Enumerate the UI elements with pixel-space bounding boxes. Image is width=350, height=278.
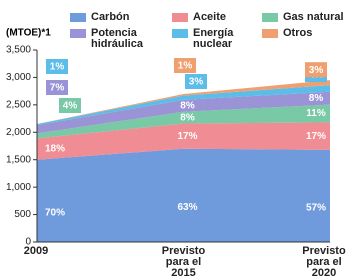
legend-label: Otros [283,27,313,39]
legend-item: Carbón [70,12,158,23]
legend-label: Carbón [91,11,130,23]
area [37,91,330,134]
y-tick-label: 1,000 [6,182,31,193]
data-label: 3% [189,77,204,88]
y-tick-label: 2,500 [6,99,31,110]
y-tick-label: 1,500 [6,154,31,165]
legend-item: Otros [262,28,350,39]
area [37,148,330,242]
legend-label: Gas natural [283,11,344,23]
legend-swatch [262,29,278,38]
data-label: 57% [306,203,326,214]
label-box [59,98,81,113]
legend-item: Aceite [172,12,260,23]
legend-item: Potencia hidráulica [70,28,150,50]
data-label: 4% [63,101,78,112]
label-box [185,74,207,89]
area [37,80,330,125]
data-label: 63% [177,202,197,213]
area [37,122,330,160]
y-tick-label: 3,500 [6,45,31,56]
y-tick-label: 2,000 [6,127,31,138]
legend-swatch [262,13,278,22]
label-box [46,59,68,74]
data-label: 17% [306,131,326,142]
legend-swatch [70,29,86,38]
y-tick-label: 3,000 [6,72,31,83]
legend-item: Energía nuclear [172,28,252,50]
data-label: 1% [178,61,193,72]
label-box [46,80,68,95]
legend-item: Gas natural [262,12,350,23]
label-box [305,62,327,78]
legend-label: Potencia hidráulica [91,27,143,50]
y-tick-label: 500 [14,209,31,220]
legend-swatch [70,13,86,22]
data-label: 18% [45,144,65,155]
data-label: 11% [306,108,326,119]
label-box [174,58,196,73]
data-label: 3% [309,65,324,76]
x-tick-label: Previsto para el 2020 [302,245,346,278]
data-label: 8% [180,100,195,111]
x-tick-label: 2009 [23,245,49,257]
data-label: 7% [50,83,65,94]
data-label: 8% [309,93,324,104]
data-label: 17% [177,131,197,142]
legend-swatch [172,13,188,22]
legend-swatch [172,29,188,38]
area [37,104,330,139]
area [37,85,330,126]
legend-label: Energía nuclear [193,27,234,50]
data-label: 1% [50,62,65,73]
data-label: 70% [45,207,65,218]
x-tick-label: Previsto para el 2015 [161,245,206,278]
y-tick-label: 0 [25,237,31,248]
data-label: 8% [180,112,195,123]
legend-label: Aceite [193,11,227,23]
y-axis-label: (MTOE)*1 [6,28,51,39]
